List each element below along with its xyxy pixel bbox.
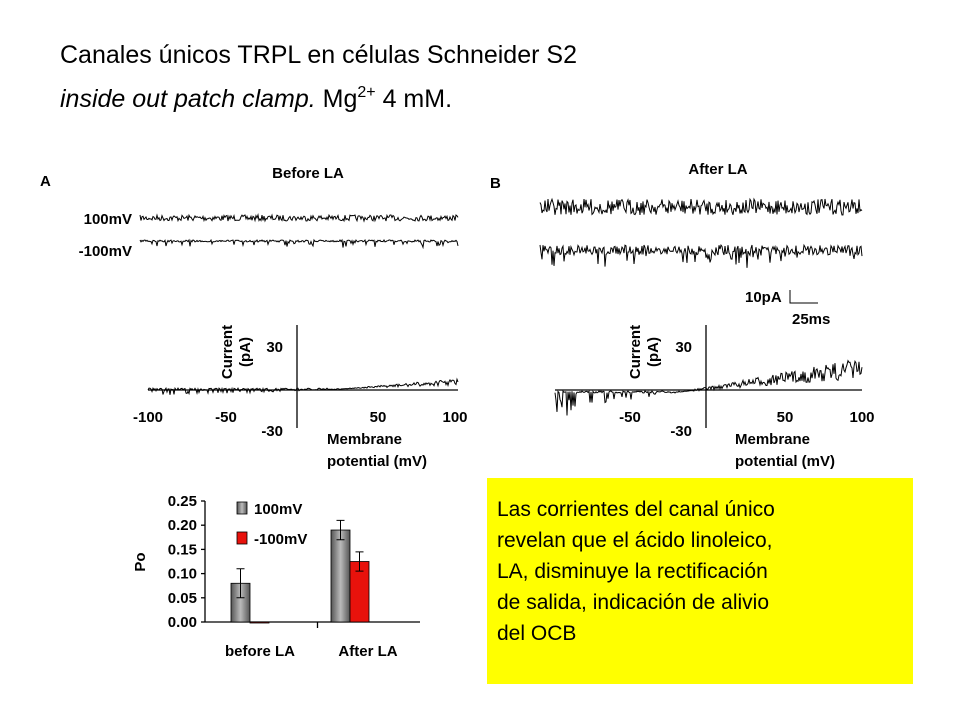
- x-tick-label: 50: [370, 409, 387, 426]
- note-line: revelan que el ácido linoleico,: [497, 529, 773, 552]
- current-trace: [539, 243, 863, 268]
- y-axis-label: (pA): [645, 337, 662, 367]
- note-line: LA, disminuye la rectificación: [497, 560, 768, 583]
- x-tick-label: 100: [442, 409, 467, 426]
- x-axis-label: Membrane: [735, 431, 810, 448]
- x-tick-label: -100: [133, 409, 163, 426]
- y-tick-label: 0.05: [168, 590, 197, 607]
- x-tick-label: before LA: [225, 643, 295, 660]
- y-tick-label: -30: [670, 423, 692, 440]
- panel-label: A: [40, 173, 51, 190]
- x-tick-label: -50: [215, 409, 237, 426]
- subtitle-rest: 4 mM.: [376, 85, 452, 113]
- y-tick-label: 0.20: [168, 517, 197, 534]
- slide-title: Canales únicos TRPL en células Schneider…: [60, 41, 577, 69]
- legend-label: 100mV: [254, 501, 302, 518]
- panel-label: B: [490, 175, 501, 192]
- legend-label: -100mV: [254, 531, 307, 548]
- y-tick-label: 30: [266, 339, 283, 356]
- current-trace: [139, 213, 459, 223]
- x-tick-label: 100: [849, 409, 874, 426]
- x-axis-label: potential (mV): [735, 453, 835, 470]
- legend-swatch: [236, 501, 248, 515]
- error-bar: [236, 568, 245, 599]
- note: Las corrientes del canal único revelan qu…: [497, 498, 775, 645]
- trace-label: -100mV: [79, 243, 132, 260]
- slide-subtitle: inside out patch clamp. Mg2+ 4 mM.: [60, 84, 452, 113]
- current-trace: [539, 197, 863, 216]
- y-tick-label: 0.10: [168, 566, 197, 583]
- y-axis-label: Current: [219, 325, 236, 379]
- x-tick-label: 50: [777, 409, 794, 426]
- traces: [139, 197, 863, 416]
- current-trace: [139, 238, 459, 250]
- y-tick-label: 30: [675, 339, 692, 356]
- iv-trace: [147, 377, 459, 396]
- y-axis-label: Po: [132, 552, 149, 571]
- note-line: del OCB: [497, 622, 576, 645]
- note-line: de salida, indicación de alivio: [497, 591, 769, 614]
- note-box: [487, 478, 913, 684]
- x-tick-label: -50: [619, 409, 641, 426]
- panel-title: Before LA: [272, 165, 344, 182]
- x-axis-label: potential (mV): [327, 453, 427, 470]
- y-tick-label: 0.25: [168, 493, 197, 510]
- legend-swatch: [236, 531, 248, 545]
- bar-chart: 0.00 0.05 0.10 0.15 0.20 0.25 Po before LA After…: [132, 493, 420, 660]
- x-axis-label: Membrane: [327, 431, 402, 448]
- y-tick-label: 0.15: [168, 541, 197, 558]
- error-bar: [336, 519, 345, 541]
- y-axis-label: (pA): [237, 337, 254, 367]
- subtitle-charge: 2+: [357, 84, 375, 101]
- y-axis-label: Current: [627, 325, 644, 379]
- y-tick-label: 0.00: [168, 614, 197, 631]
- y-tick-label: -30: [261, 423, 283, 440]
- trace-label: 100mV: [84, 211, 132, 228]
- subtitle-italic: inside out patch clamp.: [60, 85, 316, 113]
- scale-label: 25ms: [792, 311, 830, 328]
- iv-trace: [554, 359, 863, 416]
- error-bar: [355, 551, 364, 572]
- scale-label: 10pA: [745, 289, 782, 306]
- bar: [249, 621, 270, 624]
- subtitle-ion: Mg: [323, 85, 358, 113]
- x-tick-label: After LA: [338, 643, 397, 660]
- note-line: Las corrientes del canal único: [497, 498, 775, 521]
- panel-title: After LA: [688, 161, 747, 178]
- bar: [330, 529, 351, 623]
- scale-bar: [789, 290, 818, 304]
